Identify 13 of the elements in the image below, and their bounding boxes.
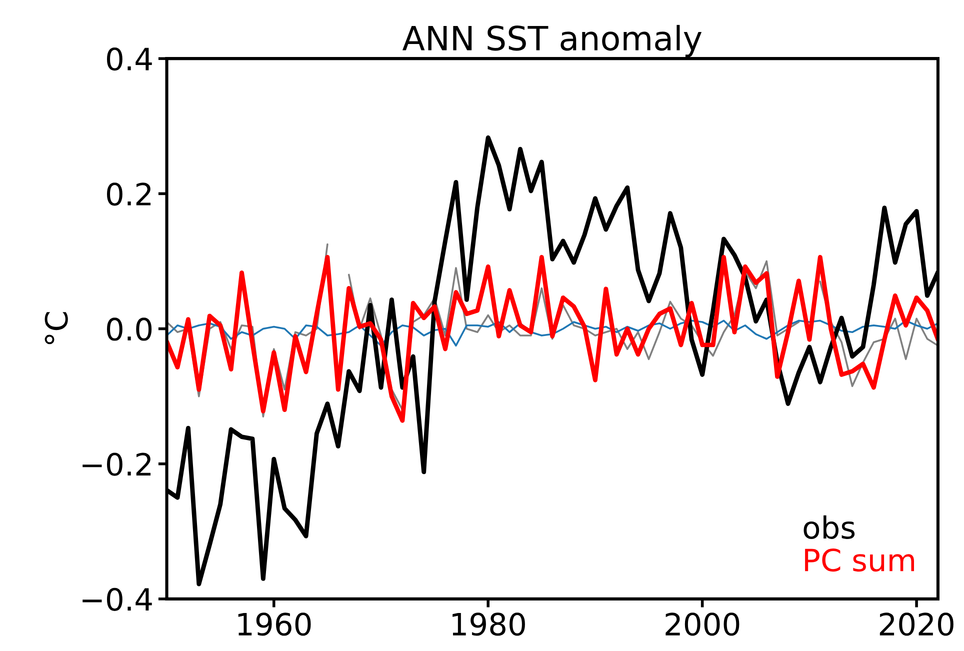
x-tick-label: 2020 [880,612,954,636]
text: obs [804,515,855,539]
y-tick-label: −0.2 [82,452,151,476]
x-tick-label: 1960 [238,612,311,636]
x-tick-label: 1980 [452,612,525,636]
y-tick-label: 0.2 [107,182,151,206]
chart-title: ANN SST anomaly [402,24,702,58]
x-tick-label: 2000 [666,612,740,636]
y-tick-label: −0.4 [82,588,152,611]
y-tick-label: 0.0 [107,318,152,341]
y-axis-title: °C [44,312,68,344]
y-tick-label: 0.4 [107,48,152,71]
text: PC sum [805,548,914,572]
